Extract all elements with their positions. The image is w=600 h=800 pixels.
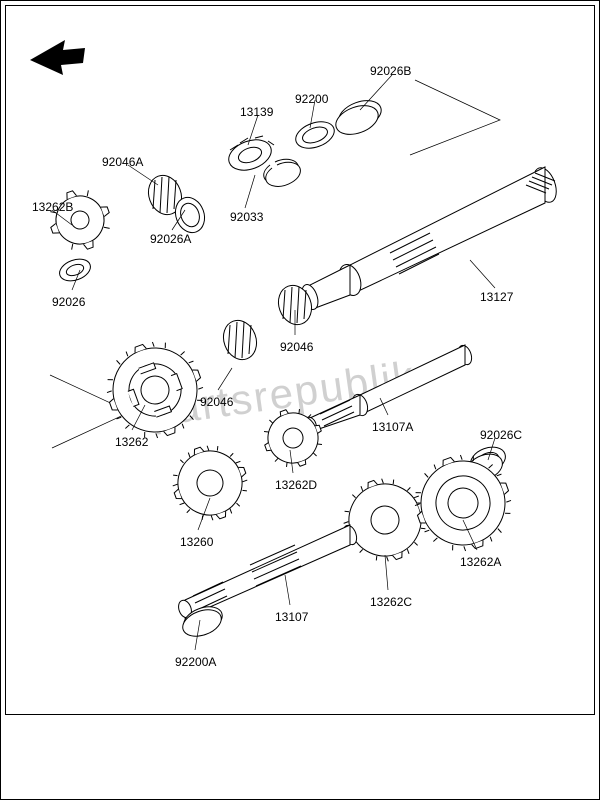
label-13262B: 13262B (32, 200, 73, 214)
label-92026B: 92026B (370, 64, 411, 78)
label-92046A: 92046A (102, 155, 143, 169)
leader-lines (0, 0, 600, 800)
label-13127: 13127 (480, 290, 513, 304)
label-13262: 13262 (115, 435, 148, 449)
label-13262A: 13262A (460, 555, 501, 569)
label-92200A: 92200A (175, 655, 216, 669)
label-92026: 92026 (52, 295, 85, 309)
label-92200: 92200 (295, 92, 328, 106)
label-13262D: 13262D (275, 478, 317, 492)
label-92046_b: 92046 (200, 395, 233, 409)
label-92033: 92033 (230, 210, 263, 224)
label-13107: 13107 (275, 610, 308, 624)
label-92026C: 92026C (480, 428, 522, 442)
label-92026A: 92026A (150, 232, 191, 246)
label-13262C: 13262C (370, 595, 412, 609)
label-13260: 13260 (180, 535, 213, 549)
label-13107A: 13107A (372, 420, 413, 434)
label-13139: 13139 (240, 105, 273, 119)
label-92046: 92046 (280, 340, 313, 354)
